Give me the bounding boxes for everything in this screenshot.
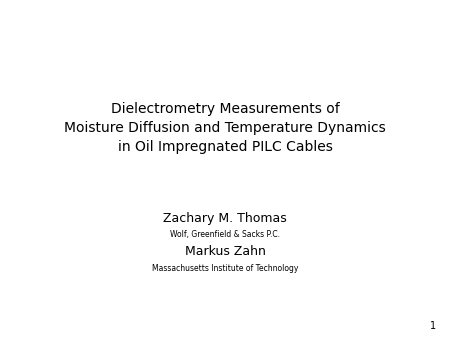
Text: Wolf, Greenfield & Sacks P.C.: Wolf, Greenfield & Sacks P.C. <box>170 231 280 239</box>
Text: 1: 1 <box>430 321 436 331</box>
Text: Dielectrometry Measurements of
Moisture Diffusion and Temperature Dynamics
in Oi: Dielectrometry Measurements of Moisture … <box>64 102 386 154</box>
Text: Zachary M. Thomas: Zachary M. Thomas <box>163 212 287 224</box>
Text: Markus Zahn: Markus Zahn <box>184 245 266 258</box>
Text: Massachusetts Institute of Technology: Massachusetts Institute of Technology <box>152 264 298 273</box>
